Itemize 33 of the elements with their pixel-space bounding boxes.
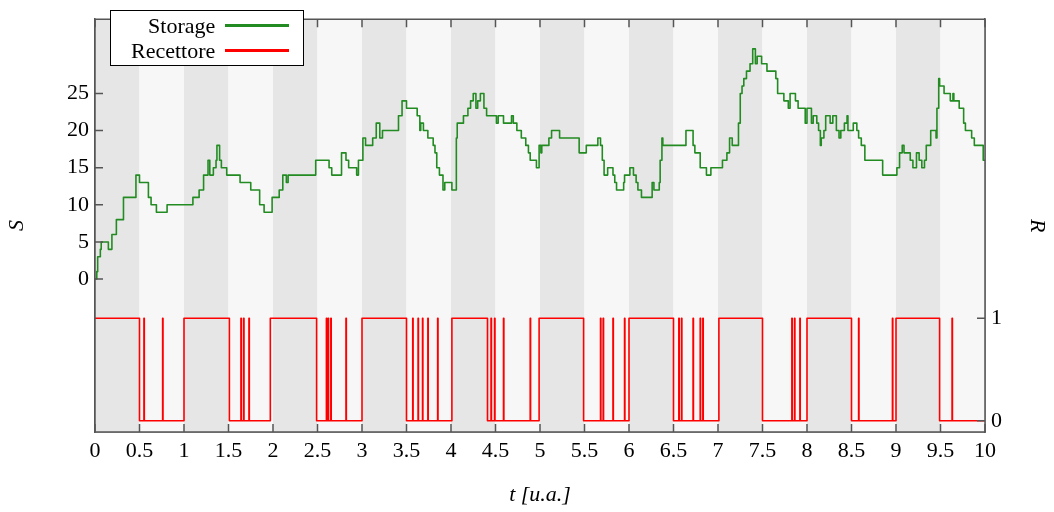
x-tick-label: 7: [712, 436, 724, 462]
y2-tick-label: 0: [991, 406, 1002, 432]
legend-label: Recettore: [131, 38, 216, 63]
x-tick-label: 6: [623, 436, 635, 462]
x-tick-label: 9: [890, 436, 902, 462]
y-tick-label: 10: [67, 190, 89, 216]
y-tick-label: 15: [67, 153, 89, 179]
x-tick-label: 4.5: [481, 436, 510, 462]
x-tick-label: 9.5: [926, 436, 955, 462]
x-tick-label: 5.5: [570, 436, 599, 462]
x-tick-label: 6.5: [659, 436, 688, 462]
y-axis-title: S: [2, 220, 28, 232]
y-tick-label: 5: [78, 227, 89, 253]
x-tick-label: 2.5: [303, 436, 332, 462]
x-tick-label: 0.5: [125, 436, 154, 462]
x-axis-title: t [u.a.]: [509, 480, 571, 506]
x-tick-label: 4: [445, 436, 457, 462]
x-tick-label: 10: [974, 436, 996, 462]
x-tick-label: 5: [534, 436, 546, 462]
y2-axis-title: R: [1026, 217, 1052, 233]
y2-tick-label: 1: [991, 304, 1002, 330]
y-tick-label: 25: [67, 79, 89, 105]
x-tick-label: 1.5: [214, 436, 243, 462]
x-tick-label: 1: [178, 436, 190, 462]
legend-label: Storage: [148, 13, 216, 38]
y-tick-label: 20: [67, 116, 89, 142]
x-tick-label: 7.5: [748, 436, 777, 462]
x-tick-label: 8.5: [837, 436, 866, 462]
x-tick-label: 2: [267, 436, 279, 462]
x-tick-label: 3.5: [392, 436, 421, 462]
y-tick-label: 0: [78, 264, 89, 290]
x-tick-label: 8: [801, 436, 813, 462]
x-tick-label: 3: [356, 436, 368, 462]
